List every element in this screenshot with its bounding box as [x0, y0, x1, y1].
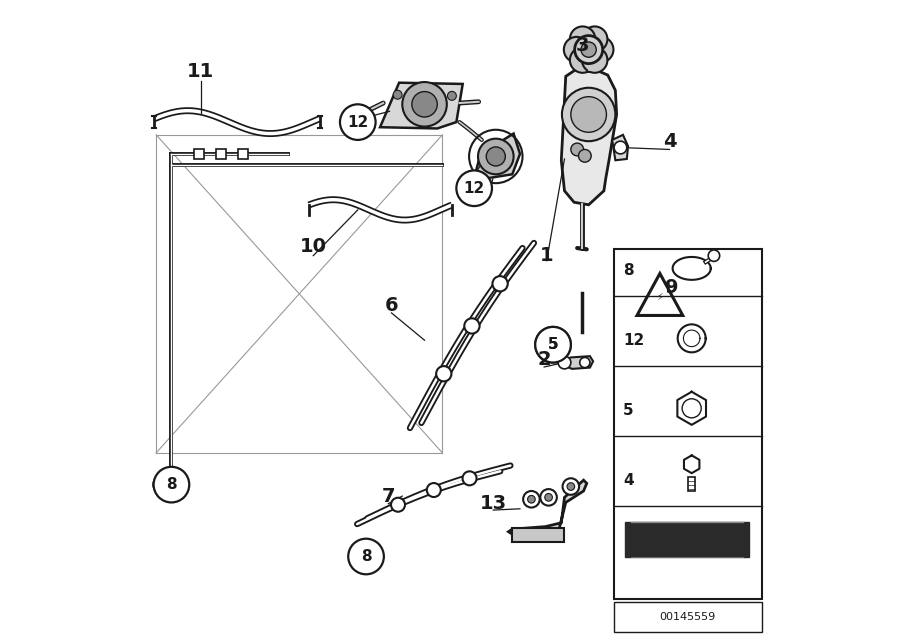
Circle shape	[478, 139, 514, 174]
Circle shape	[427, 483, 441, 497]
Circle shape	[463, 471, 477, 485]
Polygon shape	[625, 522, 749, 556]
Circle shape	[540, 489, 557, 506]
Bar	[614, 249, 761, 599]
Circle shape	[402, 82, 446, 127]
Circle shape	[447, 92, 456, 100]
Text: 5: 5	[548, 337, 558, 352]
Circle shape	[580, 357, 590, 368]
Circle shape	[523, 491, 540, 508]
Circle shape	[536, 327, 571, 363]
Text: 5: 5	[623, 403, 634, 418]
Bar	[216, 149, 226, 159]
Text: 10: 10	[300, 237, 327, 256]
Bar	[614, 602, 761, 632]
Circle shape	[588, 37, 614, 62]
Circle shape	[562, 478, 579, 495]
Circle shape	[581, 42, 597, 57]
Circle shape	[527, 495, 536, 503]
Circle shape	[575, 36, 603, 64]
Circle shape	[456, 170, 492, 206]
Circle shape	[708, 250, 720, 261]
Text: 9: 9	[664, 278, 678, 297]
Circle shape	[340, 104, 375, 140]
Circle shape	[412, 92, 437, 117]
Circle shape	[571, 97, 607, 132]
Text: 4: 4	[662, 132, 676, 151]
Circle shape	[682, 399, 701, 418]
Circle shape	[544, 494, 553, 501]
Bar	[512, 528, 564, 542]
Bar	[194, 149, 204, 159]
Circle shape	[562, 88, 616, 141]
Bar	[238, 149, 248, 159]
Circle shape	[563, 37, 590, 62]
Circle shape	[614, 141, 626, 154]
Circle shape	[582, 27, 608, 52]
Text: 5: 5	[548, 337, 558, 352]
Circle shape	[393, 90, 402, 99]
Circle shape	[464, 318, 480, 333]
Polygon shape	[562, 67, 617, 205]
Circle shape	[391, 498, 405, 512]
Bar	[688, 477, 696, 491]
Circle shape	[558, 356, 571, 369]
Polygon shape	[612, 135, 628, 160]
Text: 11: 11	[187, 62, 214, 81]
Text: 6: 6	[384, 296, 399, 315]
Text: 12: 12	[464, 181, 485, 196]
Text: 8: 8	[361, 549, 372, 564]
Text: 7: 7	[382, 487, 395, 506]
Circle shape	[570, 27, 595, 52]
Text: 4: 4	[623, 473, 634, 488]
Polygon shape	[508, 480, 587, 534]
Polygon shape	[637, 273, 683, 315]
Text: 8: 8	[623, 263, 634, 278]
Text: 00145559: 00145559	[660, 612, 716, 622]
Circle shape	[348, 539, 384, 574]
Circle shape	[570, 47, 595, 73]
Text: 8: 8	[166, 477, 176, 492]
Text: ⚡: ⚡	[656, 292, 663, 302]
Polygon shape	[557, 356, 593, 369]
Circle shape	[154, 467, 189, 502]
Polygon shape	[474, 134, 520, 179]
Circle shape	[154, 476, 171, 494]
Text: 3: 3	[575, 36, 589, 55]
Polygon shape	[380, 83, 463, 128]
Text: 1: 1	[540, 246, 554, 265]
Text: 12: 12	[347, 114, 368, 130]
Text: 12: 12	[623, 333, 644, 348]
Circle shape	[536, 327, 571, 363]
Circle shape	[436, 366, 452, 382]
Circle shape	[492, 276, 508, 291]
Circle shape	[579, 149, 591, 162]
Circle shape	[571, 143, 583, 156]
Text: 13: 13	[480, 494, 507, 513]
Circle shape	[567, 483, 575, 490]
Text: 2: 2	[537, 350, 551, 369]
Circle shape	[486, 147, 505, 166]
Circle shape	[582, 47, 608, 73]
